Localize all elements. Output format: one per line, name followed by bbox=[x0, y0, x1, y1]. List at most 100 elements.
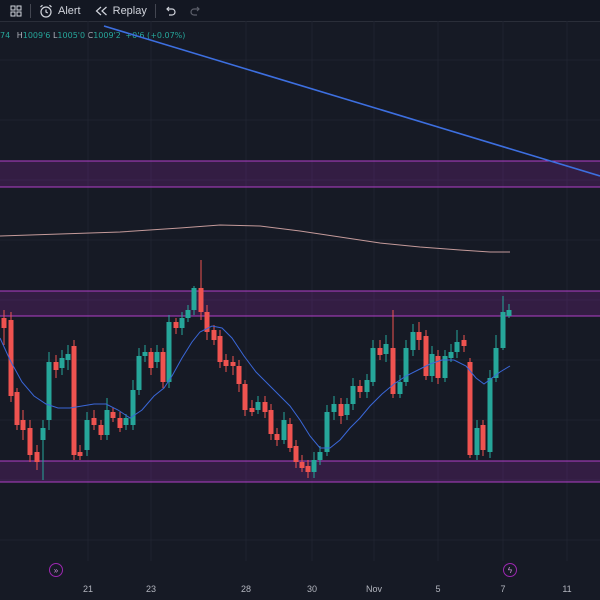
candle-body[interactable] bbox=[191, 288, 197, 310]
candle-body[interactable] bbox=[46, 362, 52, 420]
candle-body[interactable] bbox=[98, 425, 104, 435]
candle-body[interactable] bbox=[27, 428, 33, 455]
candle-body[interactable] bbox=[142, 352, 148, 356]
trendline[interactable] bbox=[103, 25, 600, 177]
resistance-zone-upper[interactable] bbox=[0, 160, 600, 188]
layout-button[interactable] bbox=[10, 0, 22, 21]
candle-body[interactable] bbox=[500, 312, 506, 348]
candle-body[interactable] bbox=[454, 342, 460, 352]
candle-body[interactable] bbox=[493, 348, 499, 378]
candle-body[interactable] bbox=[230, 362, 236, 366]
candle-body[interactable] bbox=[242, 384, 248, 410]
candle-body[interactable] bbox=[467, 362, 473, 455]
redo-button[interactable] bbox=[190, 0, 202, 21]
lightning-icon: ϟ bbox=[507, 565, 513, 575]
candle-body[interactable] bbox=[198, 288, 204, 312]
candle-body[interactable] bbox=[324, 412, 330, 452]
candle-body[interactable] bbox=[123, 418, 129, 425]
candle-body[interactable] bbox=[1, 318, 7, 328]
toolbar-divider bbox=[154, 3, 156, 18]
candle-body[interactable] bbox=[350, 386, 356, 404]
high-label: H bbox=[16, 31, 23, 40]
candle-body[interactable] bbox=[217, 336, 223, 362]
candle-body[interactable] bbox=[364, 380, 370, 392]
candle-body[interactable] bbox=[390, 348, 396, 394]
candle-body[interactable] bbox=[487, 378, 493, 452]
candle-body[interactable] bbox=[236, 366, 242, 384]
candle-body[interactable] bbox=[383, 344, 389, 354]
event-marker[interactable]: ϟ bbox=[503, 563, 517, 577]
candle-body[interactable] bbox=[179, 318, 185, 328]
low-label: L bbox=[52, 31, 58, 40]
candle-body[interactable] bbox=[305, 466, 311, 472]
candle-body[interactable] bbox=[91, 418, 97, 425]
candle-body[interactable] bbox=[357, 386, 363, 392]
candle-body[interactable] bbox=[416, 332, 422, 340]
time-axis-label: 28 bbox=[240, 584, 252, 594]
candle-body[interactable] bbox=[166, 322, 172, 382]
replay-button[interactable]: Replay bbox=[95, 0, 147, 21]
candle-body[interactable] bbox=[53, 362, 59, 370]
candle-body[interactable] bbox=[34, 452, 40, 462]
candle-body[interactable] bbox=[223, 360, 229, 366]
alert-label: Alert bbox=[58, 4, 81, 17]
candle-body[interactable] bbox=[130, 390, 136, 425]
candle-body[interactable] bbox=[403, 348, 409, 382]
candle-body[interactable] bbox=[84, 420, 90, 450]
candle-body[interactable] bbox=[344, 404, 350, 415]
candle-body[interactable] bbox=[59, 358, 65, 368]
navigate-back-button[interactable]: » bbox=[49, 563, 63, 577]
support-zone-lower[interactable] bbox=[0, 460, 600, 483]
alert-button[interactable]: Alert bbox=[39, 0, 81, 21]
candle-body[interactable] bbox=[293, 446, 299, 462]
candle-body[interactable] bbox=[435, 356, 441, 378]
candle-body[interactable] bbox=[160, 352, 166, 382]
candle-body[interactable] bbox=[377, 348, 383, 355]
candle-body[interactable] bbox=[65, 354, 71, 360]
candle-body[interactable] bbox=[262, 402, 268, 412]
candle-body[interactable] bbox=[281, 420, 287, 440]
candle-body[interactable] bbox=[104, 410, 110, 435]
candle-body[interactable] bbox=[423, 336, 429, 376]
candle-body[interactable] bbox=[117, 418, 123, 428]
candle-body[interactable] bbox=[71, 346, 77, 455]
candle-body[interactable] bbox=[299, 462, 305, 468]
candle-body[interactable] bbox=[474, 428, 480, 455]
candle-body[interactable] bbox=[429, 354, 435, 376]
candle-body[interactable] bbox=[442, 356, 448, 378]
candle-body[interactable] bbox=[331, 404, 337, 412]
candle-body[interactable] bbox=[287, 424, 293, 448]
candle-body[interactable] bbox=[204, 312, 210, 332]
candle-body[interactable] bbox=[410, 332, 416, 350]
candle-body[interactable] bbox=[173, 322, 179, 328]
candle-body[interactable] bbox=[461, 340, 467, 346]
candle-body[interactable] bbox=[268, 410, 274, 434]
resistance-zone-middle[interactable] bbox=[0, 290, 600, 317]
candle-body[interactable] bbox=[397, 382, 403, 394]
candle-body[interactable] bbox=[255, 402, 261, 410]
candle-body[interactable] bbox=[311, 460, 317, 472]
candle-body[interactable] bbox=[77, 452, 83, 456]
candle-body[interactable] bbox=[448, 352, 454, 358]
rewind-icon bbox=[95, 6, 107, 15]
candle-body[interactable] bbox=[317, 452, 323, 460]
candle-body[interactable] bbox=[154, 352, 160, 362]
candle-body[interactable] bbox=[136, 356, 142, 390]
candle-body[interactable] bbox=[249, 408, 255, 412]
undo-button[interactable] bbox=[164, 0, 176, 21]
candle-body[interactable] bbox=[480, 425, 486, 450]
candle-body[interactable] bbox=[14, 392, 20, 425]
price-chart[interactable] bbox=[0, 21, 600, 561]
candle-body[interactable] bbox=[110, 412, 116, 418]
candle-body[interactable] bbox=[185, 310, 191, 318]
candle-body[interactable] bbox=[8, 320, 14, 396]
candle-body[interactable] bbox=[274, 434, 280, 440]
candle-body[interactable] bbox=[211, 330, 217, 340]
candle-body[interactable] bbox=[506, 310, 512, 316]
time-axis-label: 30 bbox=[306, 584, 318, 594]
candle-body[interactable] bbox=[338, 404, 344, 416]
candle-body[interactable] bbox=[370, 348, 376, 382]
candle-body[interactable] bbox=[40, 428, 46, 440]
candle-body[interactable] bbox=[148, 352, 154, 368]
candle-body[interactable] bbox=[20, 420, 26, 430]
